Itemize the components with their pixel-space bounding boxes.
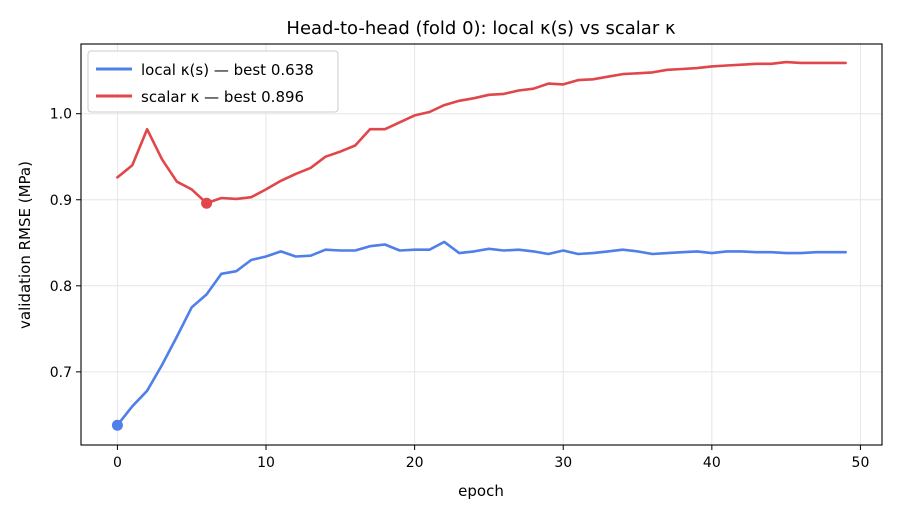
series-line-scalar-kappa xyxy=(116,60,847,205)
legend-box xyxy=(87,50,339,113)
y-tick-label: 1.0 xyxy=(50,107,72,123)
y-tick-label: 0.8 xyxy=(50,279,72,295)
x-axis-label: epoch xyxy=(458,482,504,500)
x-tick-label: 40 xyxy=(703,455,721,471)
x-tick-label: 0 xyxy=(113,455,122,471)
x-tick-label: 30 xyxy=(554,455,572,471)
legend: local κ(s) — best 0.638 scalar κ — best … xyxy=(87,50,339,113)
axis-ticks: 0 10 20 30 40 50 0.7 0.8 0.9 1.0 xyxy=(50,107,870,471)
y-axis-label: validation RMSE (MPa) xyxy=(16,161,34,329)
legend-label-scalar: scalar κ — best 0.896 xyxy=(141,88,304,106)
y-tick-label: 0.7 xyxy=(50,365,72,381)
plot-area-frame xyxy=(80,43,883,446)
x-tick-label: 20 xyxy=(406,455,424,471)
best-point-local-kappa xyxy=(111,419,123,431)
chart-title: Head-to-head (fold 0): local κ(s) vs sca… xyxy=(286,18,676,39)
y-tick-label: 0.9 xyxy=(50,193,72,209)
best-point-scalar-kappa xyxy=(201,197,213,209)
series-line-local-kappa xyxy=(116,240,847,427)
series-lines xyxy=(111,60,847,431)
x-tick-label: 50 xyxy=(852,455,870,471)
legend-label-local: local κ(s) — best 0.638 xyxy=(141,61,314,79)
x-tick-label: 10 xyxy=(257,455,275,471)
